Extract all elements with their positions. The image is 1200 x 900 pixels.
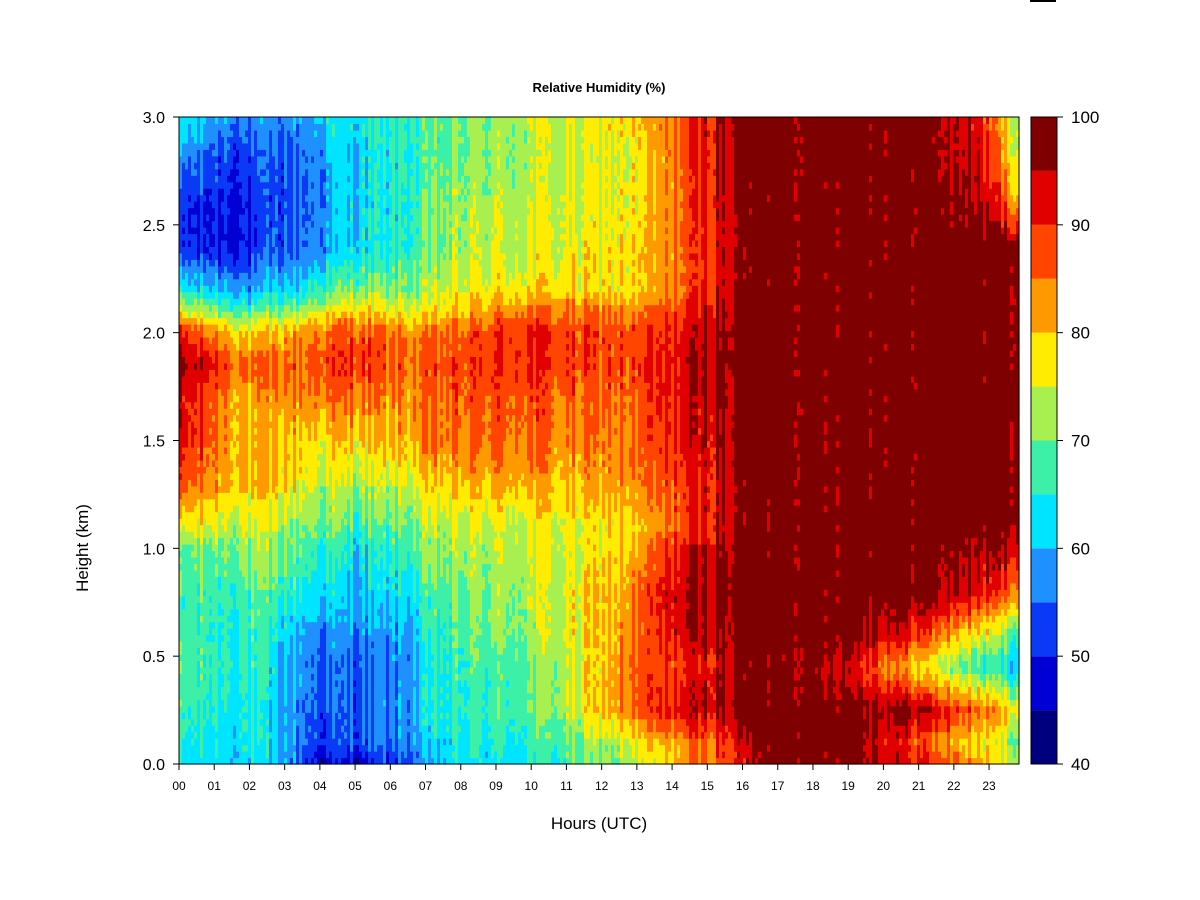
chart-title: Relative Humidity (%)	[533, 80, 666, 95]
heatmap-cells	[179, 117, 1020, 765]
